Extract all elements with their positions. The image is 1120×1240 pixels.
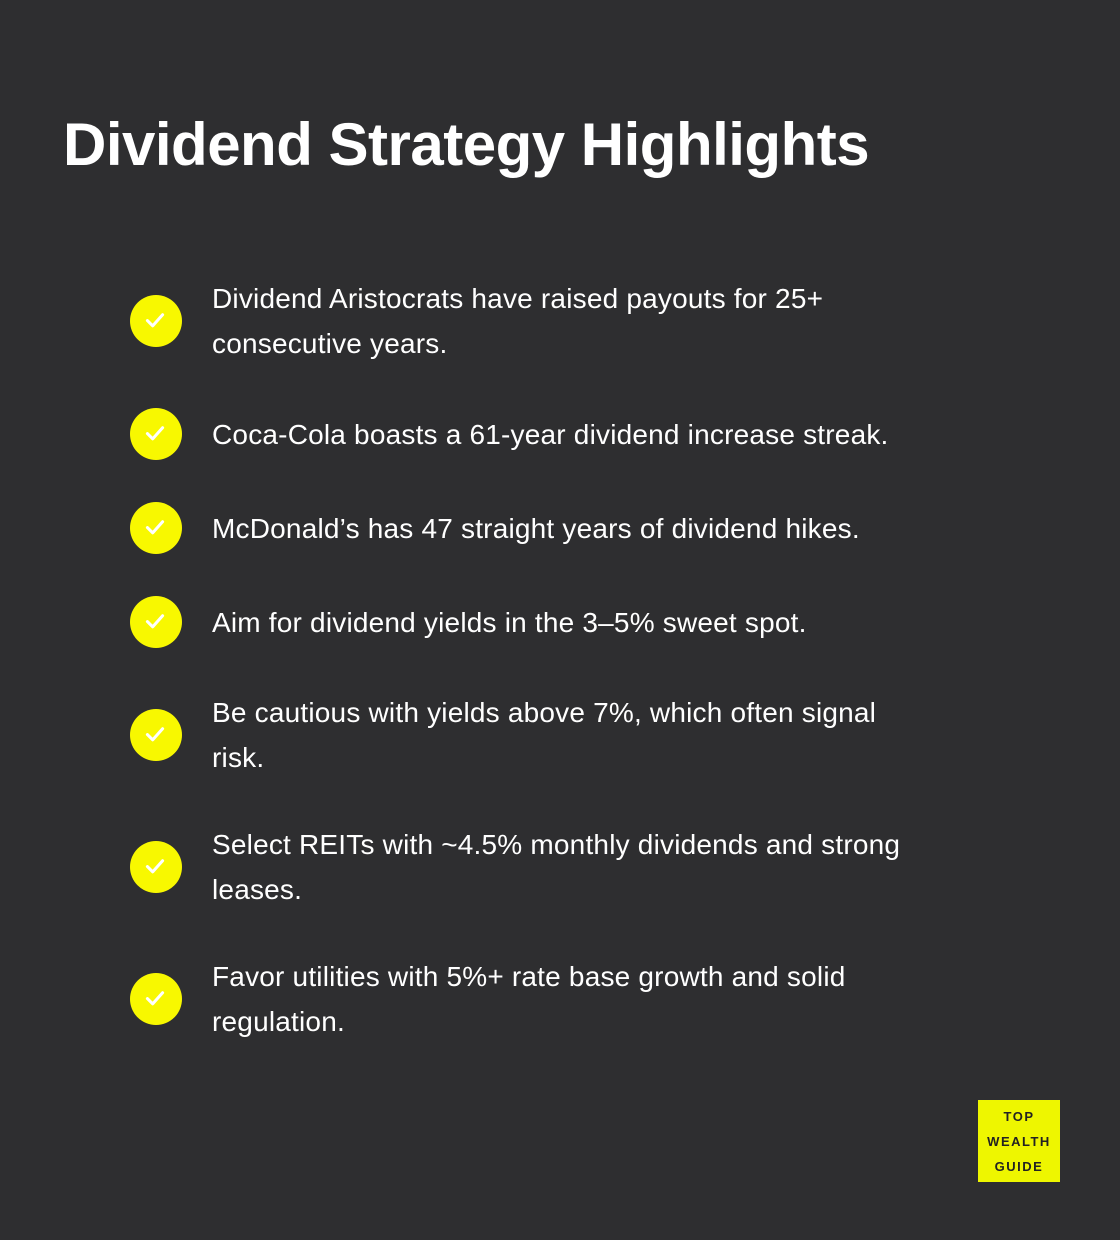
check-icon <box>130 408 182 460</box>
logo-line: WEALTH <box>987 1133 1051 1149</box>
check-icon <box>130 841 182 893</box>
check-icon <box>130 973 182 1025</box>
list-item-text: Aim for dividend yields in the 3–5% swee… <box>212 606 807 638</box>
list-item: Be cautious with yields above 7%, which … <box>130 690 1030 780</box>
page-title: Dividend Strategy Highlights <box>63 111 870 178</box>
list-item: Aim for dividend yields in the 3–5% swee… <box>130 596 1030 648</box>
logo-line: TOP <box>1003 1108 1035 1124</box>
logo-line: GUIDE <box>994 1158 1044 1174</box>
list-item: Select REITs with ~4.5% monthly dividend… <box>130 822 1030 912</box>
list-item: McDonald’s has 47 straight years of divi… <box>130 502 1030 554</box>
highlights-list: Dividend Aristocrats have raised payouts… <box>130 276 1030 1044</box>
list-item-text: Coca-Cola boasts a 61-year dividend incr… <box>212 418 889 450</box>
list-item-text: Select REITs with ~4.5% monthly dividend… <box>212 829 901 905</box>
logo-top-wealth-guide: TOP WEALTH GUIDE <box>978 1100 1060 1182</box>
check-icon <box>130 709 182 761</box>
check-icon <box>130 295 182 347</box>
list-item: Favor utilities with 5%+ rate base growt… <box>130 954 1030 1044</box>
check-icon <box>130 502 182 554</box>
list-item: Dividend Aristocrats have raised payouts… <box>130 276 1030 366</box>
list-item-text: Be cautious with yields above 7%, which … <box>212 697 877 773</box>
list-item-text: McDonald’s has 47 straight years of divi… <box>212 512 860 544</box>
check-icon <box>130 596 182 648</box>
list-item-text: Favor utilities with 5%+ rate base growt… <box>212 961 846 1037</box>
list-item: Coca-Cola boasts a 61-year dividend incr… <box>130 408 1030 460</box>
list-item-text: Dividend Aristocrats have raised payouts… <box>212 283 824 359</box>
